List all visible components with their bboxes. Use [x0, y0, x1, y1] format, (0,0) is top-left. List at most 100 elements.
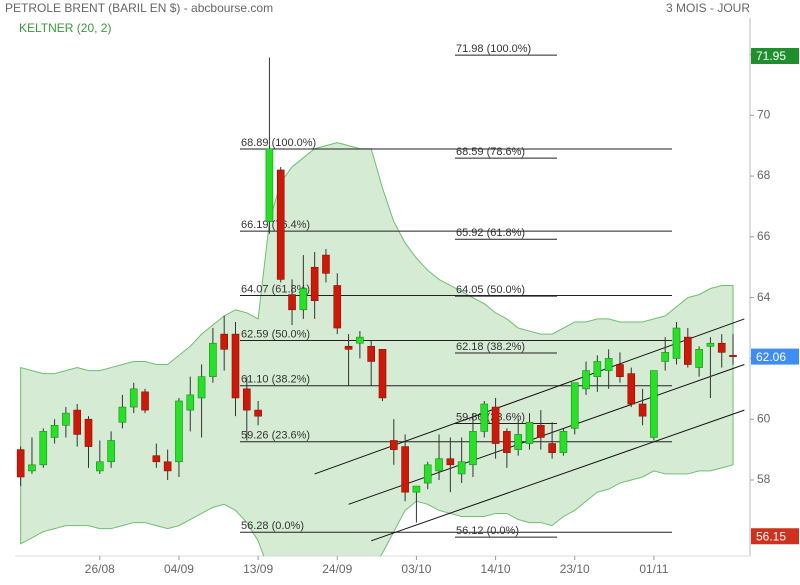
- fib-label: 59.86 (23.6%): [456, 411, 525, 423]
- candle-body: [322, 254, 330, 274]
- x-tick-label: 03/10: [401, 562, 431, 576]
- candle-body: [604, 358, 613, 371]
- candle-body: [457, 461, 466, 475]
- candle-body: [627, 373, 636, 405]
- candle-body: [537, 424, 545, 438]
- price-marker: [751, 348, 799, 365]
- y-tick-label: 70: [757, 107, 771, 121]
- candle-body: [288, 294, 296, 311]
- candle-body: [661, 352, 669, 362]
- candle-body: [197, 376, 206, 399]
- candle-body: [310, 266, 319, 301]
- candle-body: [265, 148, 274, 222]
- candle-body: [378, 349, 387, 399]
- candle-body: [729, 355, 737, 357]
- candle-body: [141, 391, 149, 411]
- fib-label: 66.19 (76.4%): [241, 219, 310, 231]
- fib-label: 65.92 (61.8%): [456, 227, 525, 239]
- candle-body: [435, 458, 443, 472]
- candle-body: [129, 388, 138, 408]
- candle-body: [401, 446, 409, 493]
- candle-body: [96, 461, 104, 472]
- candle-body: [412, 485, 421, 493]
- plot-area: 68.89 (100.0%) 66.19 (76.4%) 64.07 (61.8%)…: [16, 43, 745, 556]
- trend-line: [371, 409, 745, 542]
- candle-body: [186, 394, 195, 411]
- candle-body: [650, 370, 658, 438]
- candle-body: [107, 440, 115, 463]
- candle-body: [16, 449, 25, 478]
- candle-body: [570, 382, 579, 429]
- fib-label: 68.89 (100.0%): [241, 137, 316, 149]
- x-tick-label: 24/09: [322, 562, 352, 576]
- candle-body: [231, 333, 240, 399]
- y-tick-label: 68: [757, 168, 771, 182]
- candle-body: [503, 431, 511, 453]
- trend-line: [348, 364, 745, 505]
- candle-body: [469, 431, 477, 466]
- candle-body: [390, 440, 398, 450]
- candle-body: [559, 431, 568, 453]
- candle-body: [175, 400, 183, 463]
- x-tick-label: 23/10: [560, 562, 590, 576]
- price-marker-label: 62.06: [756, 350, 786, 364]
- candle-body: [514, 434, 522, 450]
- candle-body: [717, 342, 726, 353]
- fib-label: 61.10 (38.2%): [241, 374, 310, 386]
- fib-label: 62.18 (38.2%): [456, 341, 525, 353]
- fib-label: 64.05 (50.0%): [456, 284, 525, 296]
- candle-body: [446, 458, 455, 466]
- y-tick-label: 66: [757, 229, 771, 243]
- candle-body: [593, 361, 602, 377]
- candle-body: [163, 461, 172, 472]
- candle-body: [356, 336, 364, 344]
- candle-body: [299, 288, 308, 311]
- fib-label: 68.59 (78.6%): [456, 146, 525, 158]
- candle-body: [254, 409, 262, 417]
- candle-body: [582, 370, 590, 390]
- fib-label: 56.28 (0.0%): [241, 520, 304, 532]
- candle-body: [480, 403, 489, 432]
- candle-body: [367, 345, 375, 362]
- candle-body: [243, 388, 251, 411]
- price-marker-label: 71.95: [756, 49, 786, 63]
- fib-label: 59.26 (23.6%): [241, 430, 310, 442]
- candle-body: [50, 424, 59, 438]
- chart-title: PETROLE BRENT (BARIL EN $) - abcbourse.c…: [5, 1, 273, 15]
- candle-body: [84, 418, 93, 447]
- candle-body: [525, 421, 534, 444]
- price-marker-label: 56.15: [756, 529, 786, 543]
- x-tick-label: 14/10: [481, 562, 511, 576]
- period: 3 MOIS - JOUR: [666, 1, 750, 15]
- candle-body: [28, 464, 36, 472]
- candle-body: [62, 412, 70, 426]
- candle-body: [548, 443, 556, 453]
- candle-body: [672, 327, 681, 359]
- candle-body: [423, 464, 432, 484]
- candle-body: [695, 349, 703, 368]
- candle-body: [706, 342, 715, 347]
- x-tick-label: 01/11: [639, 562, 668, 576]
- candle-body: [616, 364, 624, 377]
- candle-body: [152, 455, 161, 463]
- y-tick-label: 64: [757, 290, 771, 304]
- fib-label: 71.98 (100.0%): [456, 43, 531, 55]
- candle-body: [118, 406, 127, 423]
- price-marker: [751, 528, 799, 545]
- indicator-label: KELTNER (20, 2): [19, 21, 111, 35]
- y-tick-label: 58: [757, 472, 771, 486]
- fib-label: 64.07 (61.8%): [241, 283, 310, 295]
- price-marker: [751, 47, 799, 64]
- candle-body: [491, 406, 500, 444]
- x-tick-label: 26/08: [85, 562, 115, 576]
- candle-body: [638, 403, 647, 417]
- fib-label: 62.59 (50.0%): [241, 328, 310, 340]
- candle-body: [684, 336, 692, 365]
- candle-body: [73, 409, 81, 435]
- candle-body: [344, 345, 353, 350]
- fib-label: 56.12 (0.0%): [456, 525, 519, 537]
- x-tick-label: 13/09: [243, 562, 273, 576]
- y-tick-label: 60: [757, 411, 771, 425]
- candle-body: [209, 342, 217, 377]
